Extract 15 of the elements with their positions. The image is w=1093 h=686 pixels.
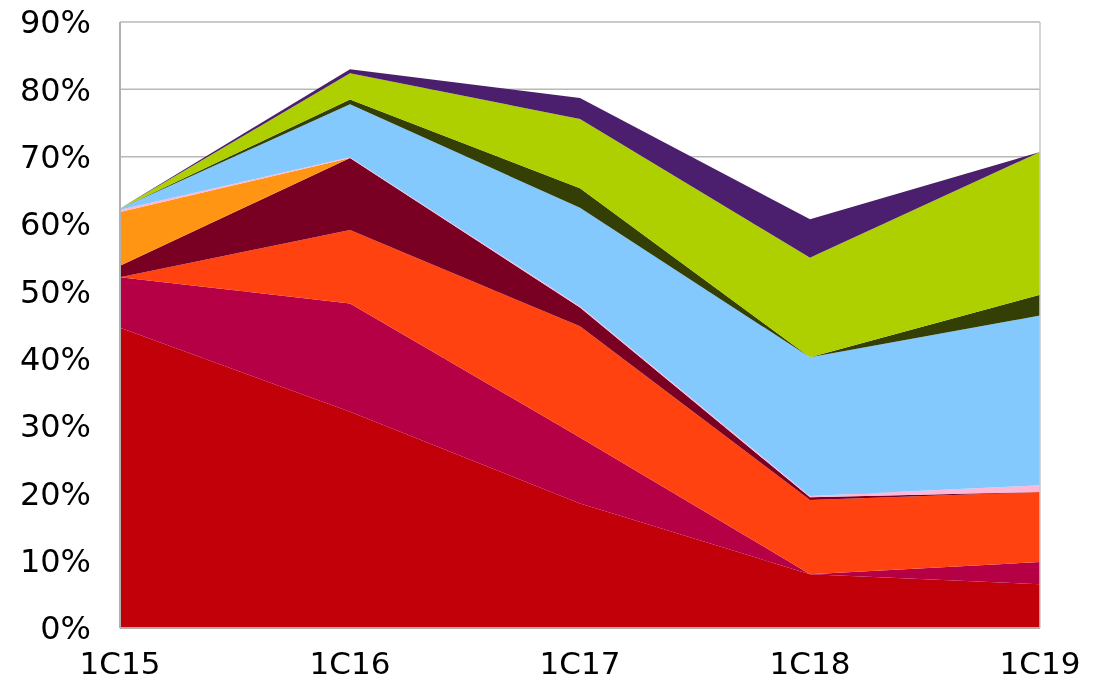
y-tick-label: 50% bbox=[19, 272, 91, 311]
y-tick-label: 10% bbox=[19, 542, 91, 581]
y-tick-label: 20% bbox=[19, 474, 91, 513]
x-tick-label: 1C19 bbox=[999, 645, 1081, 682]
y-tick-label: 0% bbox=[40, 609, 91, 648]
y-tick-label: 80% bbox=[19, 70, 91, 109]
y-tick-label: 90% bbox=[19, 3, 91, 42]
x-tick-label: 1C15 bbox=[79, 645, 161, 682]
y-tick-label: 70% bbox=[19, 138, 91, 177]
x-tick-label: 1C16 bbox=[309, 645, 391, 682]
y-tick-label: 60% bbox=[19, 205, 91, 244]
x-tick-label: 1C18 bbox=[769, 645, 851, 682]
y-tick-label: 40% bbox=[19, 340, 91, 379]
x-tick-label: 1C17 bbox=[539, 645, 621, 682]
y-tick-label: 30% bbox=[19, 407, 91, 446]
